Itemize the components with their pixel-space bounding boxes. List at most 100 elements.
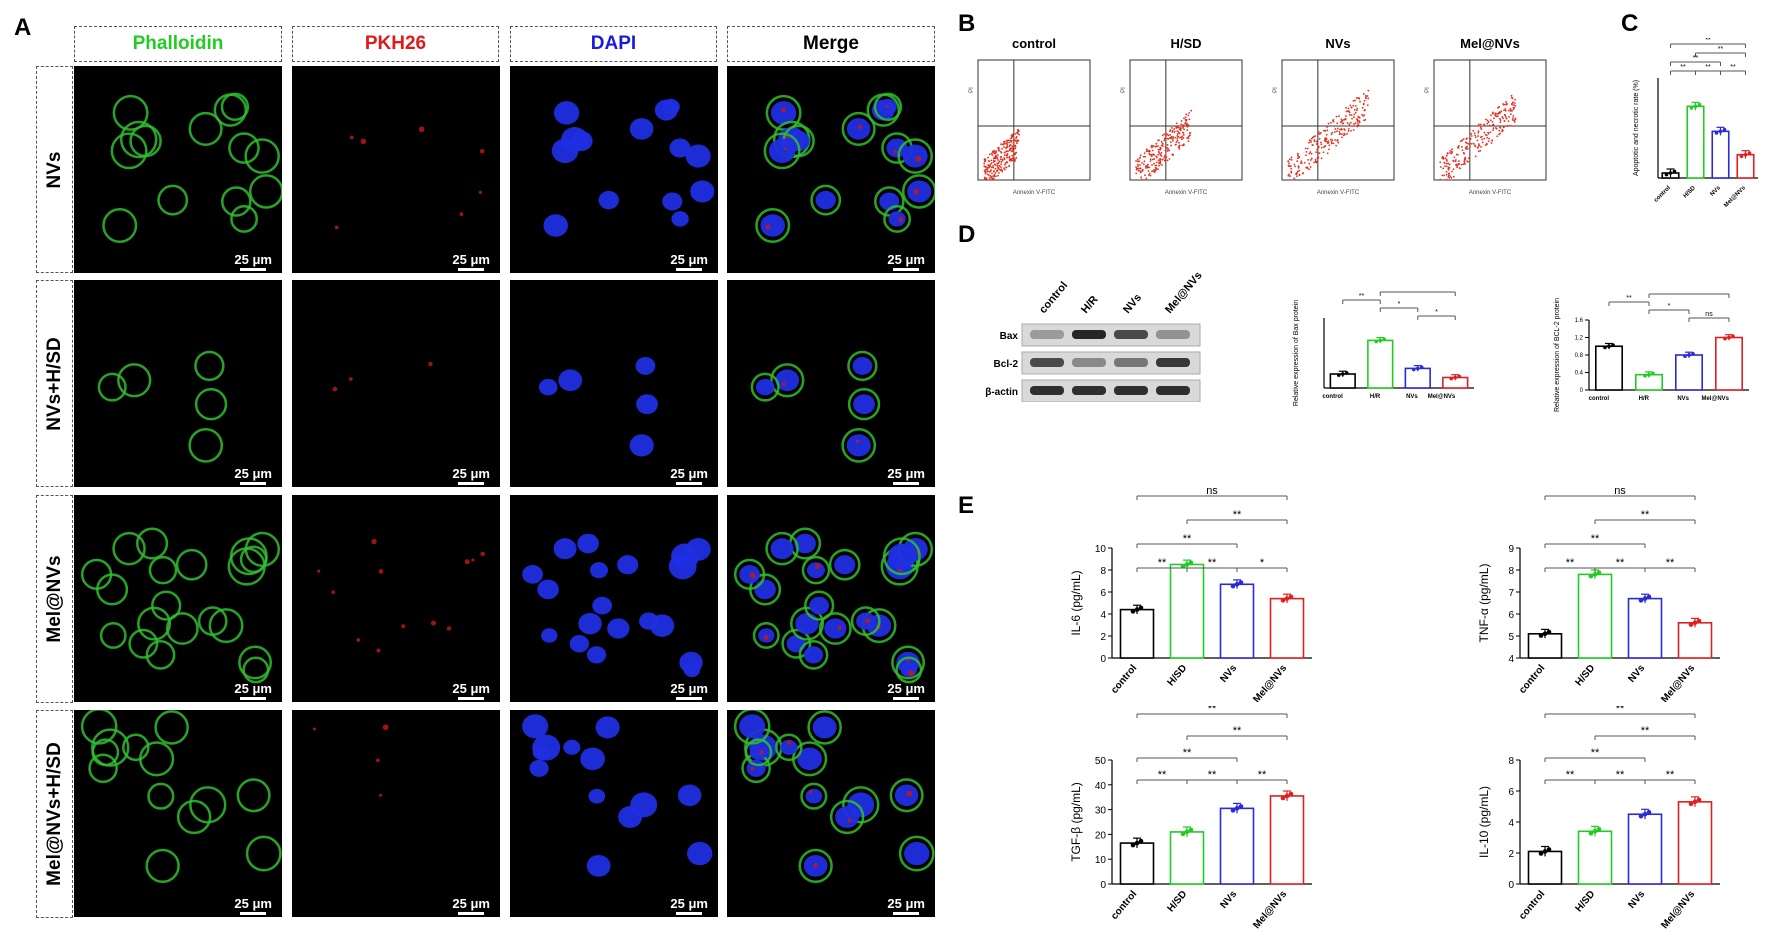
nucleus <box>671 543 699 569</box>
event-dot <box>1366 95 1369 97</box>
micrograph-image <box>312 724 389 797</box>
event-dot <box>1008 156 1011 159</box>
scale-bar-line <box>240 697 267 700</box>
event-dot <box>1464 146 1467 149</box>
panel-label-c: C <box>1621 10 1639 37</box>
panel-label-d: D <box>958 221 976 248</box>
nucleus <box>586 646 607 664</box>
y-tick-label: 4 <box>1508 818 1514 829</box>
event-dot <box>1164 137 1166 140</box>
event-dot <box>1310 141 1313 144</box>
nucleus <box>888 211 906 227</box>
data-point <box>1374 339 1379 344</box>
event-dot <box>1005 166 1008 169</box>
event-dot <box>1445 162 1448 165</box>
event-dot <box>1487 121 1490 124</box>
data-point <box>1546 629 1552 635</box>
cell-outline <box>188 428 224 463</box>
event-dot <box>1502 103 1505 105</box>
event-dot <box>1350 121 1352 124</box>
event-dot <box>1016 131 1018 134</box>
event-dot <box>1167 147 1169 150</box>
x-tick-label: control <box>1517 889 1547 922</box>
x-tick-label: Mel@NVs <box>1251 663 1289 702</box>
event-dot <box>1504 103 1507 106</box>
event-dot <box>1485 118 1487 121</box>
nucleus <box>598 190 619 210</box>
scale-bar: 25 μm <box>234 466 272 485</box>
scale-bar: 25 μm <box>887 252 925 271</box>
pkh26-spot <box>471 558 475 562</box>
event-dot <box>1136 163 1139 166</box>
y-tick-label: 0 <box>1508 880 1514 891</box>
event-dot <box>1457 146 1460 149</box>
bar <box>1404 367 1431 389</box>
event-dot <box>984 173 987 175</box>
event-dot <box>1344 118 1346 121</box>
nucleus <box>794 533 816 554</box>
row-header-mel-nvs-hsd: Mel@NVs+H/SD <box>36 710 73 918</box>
event-dot <box>1458 160 1460 162</box>
event-dot <box>1505 117 1508 120</box>
event-dot <box>1445 154 1448 157</box>
event-dot <box>1174 143 1177 146</box>
y-tick-label: 1.2 <box>1575 336 1584 342</box>
scale-bar: 25 μm <box>452 252 490 271</box>
event-dot <box>1483 137 1486 140</box>
event-dot <box>1499 127 1502 129</box>
bar <box>1677 801 1713 885</box>
event-dot <box>1166 159 1169 162</box>
cell-outline <box>841 111 876 146</box>
event-dot <box>1344 133 1346 136</box>
event-dot <box>1489 119 1492 122</box>
event-dot <box>1339 128 1341 131</box>
event-dot <box>1136 158 1139 161</box>
event-dot <box>1499 117 1501 120</box>
event-dot <box>1315 160 1317 163</box>
event-dot <box>1141 170 1143 173</box>
event-dot <box>1464 158 1467 160</box>
micrograph-image <box>317 538 485 653</box>
cell-outline <box>891 645 926 680</box>
event-dot <box>1336 140 1339 142</box>
sig-label: ** <box>1158 557 1167 569</box>
event-dot <box>1498 129 1501 132</box>
cell-outline <box>828 548 861 581</box>
pkh26-spot <box>428 361 433 367</box>
y-tick-label: 6 <box>1508 787 1514 798</box>
y-axis-label: TNF-α (pg/mL) <box>1477 564 1491 643</box>
event-dot <box>1190 109 1193 112</box>
event-dot <box>1328 148 1330 151</box>
event-dot <box>1172 137 1174 140</box>
scale-bar-label: 25 μm <box>670 252 708 267</box>
event-dot <box>1155 155 1158 158</box>
event-dot <box>996 165 999 167</box>
event-dot <box>1181 144 1184 147</box>
event-dot <box>1161 134 1164 137</box>
event-dot <box>1308 152 1311 155</box>
bar <box>1686 105 1705 179</box>
nucleus <box>904 841 930 866</box>
event-dot <box>1439 166 1442 168</box>
event-dot <box>1337 141 1340 144</box>
data-point <box>1643 373 1647 378</box>
event-dot <box>984 159 987 162</box>
event-dot <box>1504 125 1506 128</box>
micrograph-image <box>733 527 934 684</box>
event-dot <box>1462 138 1465 141</box>
event-dot <box>1153 154 1156 156</box>
y-tick-label: 7 <box>1508 588 1514 599</box>
event-dot <box>1509 124 1512 127</box>
nucleus <box>888 543 916 569</box>
flow-plot-title: control <box>1012 36 1056 51</box>
data-point <box>1588 830 1594 836</box>
event-dot <box>1183 128 1186 131</box>
event-dot <box>1151 145 1154 147</box>
event-dot <box>1141 161 1143 164</box>
event-dot <box>1349 104 1352 107</box>
data-point <box>1668 171 1673 175</box>
event-dot <box>1289 175 1292 177</box>
data-point <box>1234 806 1240 811</box>
data-point <box>1238 804 1244 809</box>
bar <box>1269 795 1305 885</box>
